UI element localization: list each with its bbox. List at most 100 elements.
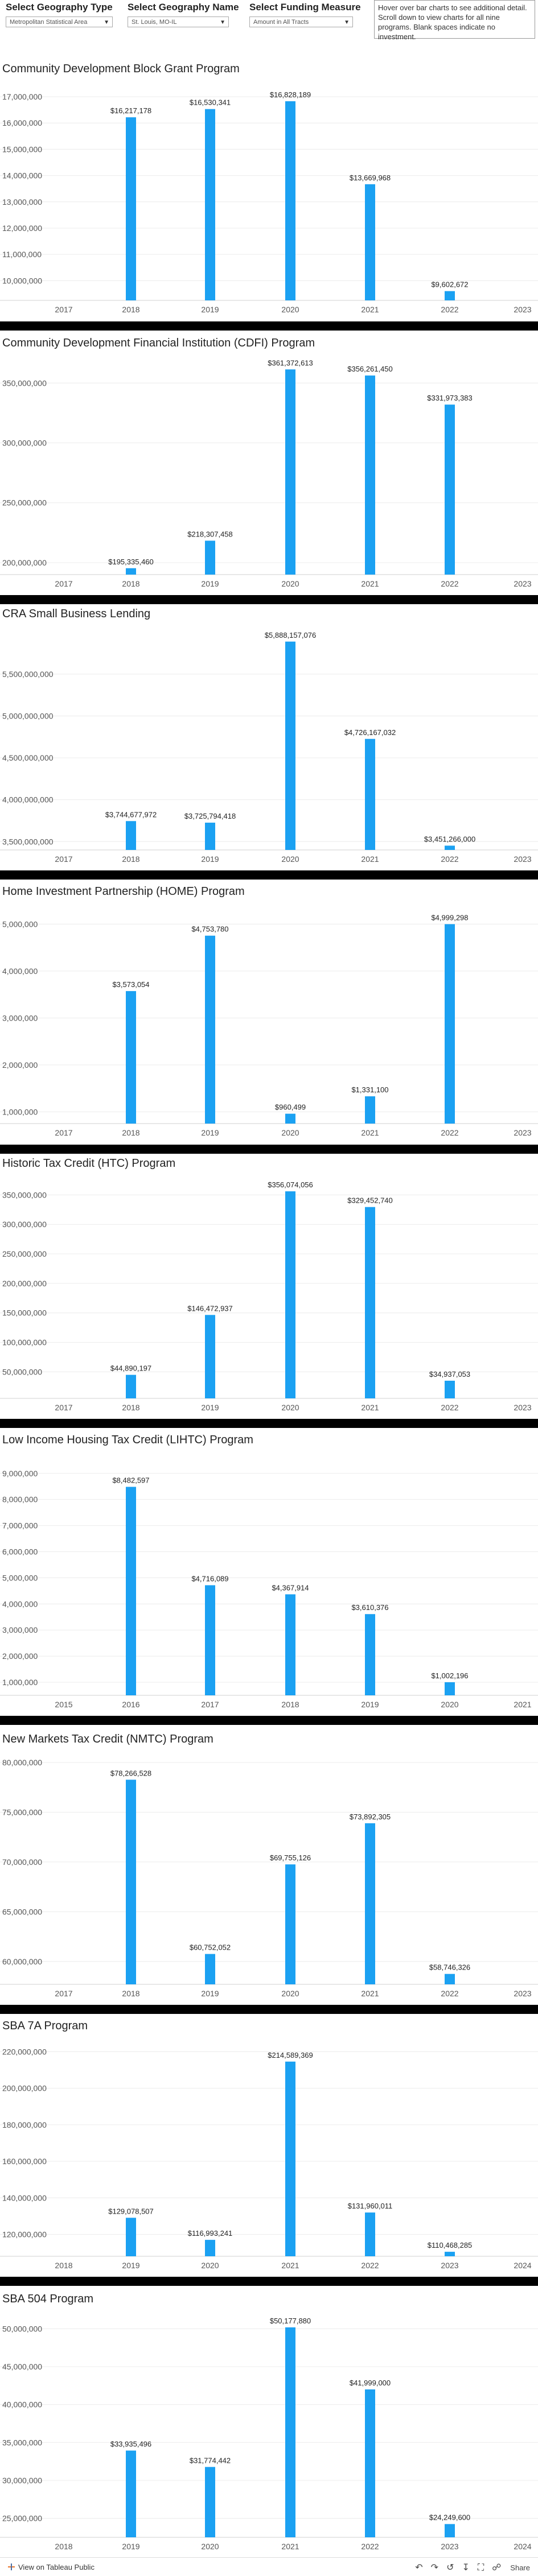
bar[interactable] [285,1594,295,1695]
bar[interactable] [445,924,455,1124]
bar[interactable] [205,1954,215,1984]
bar[interactable] [365,738,375,850]
y-tick-label: 13,000,000 [2,197,42,207]
bar[interactable] [445,2524,455,2537]
bar[interactable] [365,375,375,575]
bar[interactable] [126,568,136,575]
bar[interactable] [285,1864,295,1984]
bar[interactable] [285,101,295,300]
bar[interactable] [205,823,215,850]
share-icon[interactable]: ☍ Share [492,2563,530,2573]
fullscreen-icon[interactable]: ⛶ [477,2563,492,2573]
bar[interactable] [365,1207,375,1398]
bar[interactable] [445,1380,455,1398]
bar-value-label: $69,755,126 [270,1853,311,1862]
bar[interactable] [205,2240,215,2256]
bar[interactable] [445,404,455,575]
redo-icon[interactable]: ↷ [430,2563,447,2573]
bar[interactable] [285,1191,295,1398]
y-tick-label: 50,000,000 [2,1367,42,1376]
y-tick-label: 3,000,000 [2,1013,38,1022]
y-tick-label: 9,000,000 [2,1469,38,1478]
bar-value-label: $24,249,600 [429,2513,470,2522]
bar[interactable] [126,2450,136,2537]
undo-icon[interactable]: ↶ [415,2563,431,2573]
bar[interactable] [205,540,215,575]
bar[interactable] [445,291,455,300]
geography-type-dropdown[interactable]: Metropolitan Statistical Area ▼ [6,16,113,27]
y-tick-label: 17,000,000 [2,92,42,101]
bar[interactable] [445,1682,455,1695]
chart-title: New Markets Tax Credit (NMTC) Program [2,1733,213,1745]
bar[interactable] [126,1487,136,1695]
y-tick-label: 220,000,000 [2,2047,47,2056]
bar[interactable] [205,1315,215,1398]
geography-name-dropdown[interactable]: St. Louis, MO-IL ▼ [128,16,229,27]
x-tick-label: 2021 [281,2261,299,2270]
bar-chart: 3,500,000,000 4,000,000,000 4,500,000,000 5… [0,631,538,864]
y-tick-label: 8,000,000 [2,1495,38,1504]
y-tick-label: 70,000,000 [2,1857,42,1867]
x-tick-label: 2020 [441,1700,458,1709]
x-tick-label: 2020 [281,1989,299,1998]
bar-value-label: $960,499 [275,1103,306,1112]
bar[interactable] [365,184,375,300]
bar[interactable] [365,1823,375,1984]
bar-value-label: $16,530,341 [190,98,231,107]
bar[interactable] [445,845,455,850]
y-tick-label: 5,000,000 [2,919,38,928]
bar[interactable] [126,991,136,1124]
bar[interactable] [126,117,136,301]
filter-bar: Select Geography Type Metropolitan Stati… [0,0,538,57]
y-tick-label: 6,000,000 [2,1547,38,1557]
bar[interactable] [365,1614,375,1695]
y-tick-label: 120,000,000 [2,2230,47,2239]
revert-icon[interactable]: ↺ [446,2563,462,2573]
geography-name-label: Select Geography Name [128,2,239,13]
footer-bar: View on Tableau Public ↶↷↺↧⛶☍ Share [0,2557,538,2576]
bar-value-label: $8,482,597 [112,1476,149,1485]
bar-value-label: $78,266,528 [110,1769,151,1777]
bar-value-label: $3,573,054 [112,980,149,989]
bar[interactable] [205,2467,215,2537]
bar-value-label: $356,074,056 [268,1180,313,1189]
x-tick-label: 2018 [122,1403,139,1412]
bar[interactable] [365,1096,375,1124]
bar-value-label: $33,935,496 [110,2440,151,2449]
bar[interactable] [205,1585,215,1695]
bar-value-label: $9,602,672 [431,280,468,289]
bar[interactable] [285,641,295,850]
bar[interactable] [365,2212,375,2256]
x-tick-label: 2016 [122,1700,139,1709]
x-tick-label: 2024 [514,2261,531,2270]
bar-value-label: $31,774,442 [190,2456,231,2464]
view-on-tableau-label: View on Tableau Public [18,2563,95,2571]
bar[interactable] [445,2252,455,2256]
bar[interactable] [126,1780,136,1984]
bar[interactable] [285,369,295,575]
bar-value-label: $356,261,450 [347,365,393,373]
funding-measure-dropdown[interactable]: Amount in All Tracts ▼ [249,16,353,27]
x-tick-label: 2018 [122,1128,139,1137]
bar[interactable] [205,109,215,300]
x-tick-label: 2015 [55,1700,72,1709]
bar[interactable] [365,2389,375,2537]
bar[interactable] [285,2061,295,2256]
y-tick-label: 200,000,000 [2,1279,47,1288]
bar[interactable] [285,2327,295,2537]
bar-value-label: $3,725,794,418 [184,812,236,820]
share-label: Share [510,2563,530,2572]
chart-section: SBA 7A Program 120,000,000 140,000,000 160,… [0,2020,538,2277]
y-tick-label: 4,000,000 [2,967,38,976]
section-divider [0,595,538,604]
bar[interactable] [205,935,215,1124]
bar[interactable] [126,2218,136,2256]
bar[interactable] [126,821,136,850]
download-icon[interactable]: ↧ [462,2563,478,2573]
view-on-tableau-link[interactable]: View on Tableau Public [8,2563,95,2571]
bar[interactable] [285,1113,295,1124]
bar[interactable] [126,1374,136,1398]
bar[interactable] [445,1974,455,1984]
chart-section: Community Development Block Grant Progra… [0,63,538,321]
chart-title: SBA 7A Program [2,2020,88,2032]
